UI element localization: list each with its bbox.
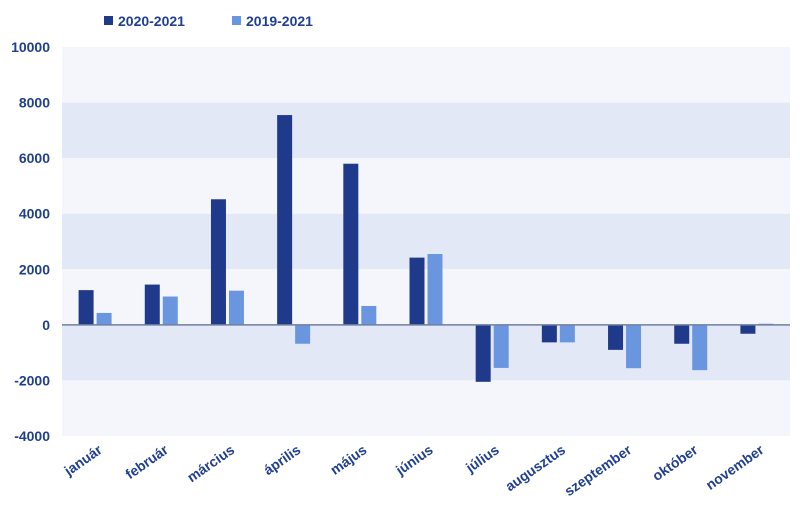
bar-2019-2021-június xyxy=(427,254,443,325)
bar-2019-2021-február xyxy=(162,296,178,325)
background-band xyxy=(62,324,790,381)
x-category-label: október xyxy=(649,441,701,484)
background-band xyxy=(62,47,790,103)
background-bands xyxy=(62,47,790,436)
bar-2020-2021-november xyxy=(740,324,756,334)
y-tick-label: 6000 xyxy=(19,150,50,166)
bar-2020-2021-október xyxy=(674,324,690,344)
legend-label-2020-2021: 2020-2021 xyxy=(118,13,185,29)
background-band xyxy=(62,213,790,270)
bar-2020-2021-január xyxy=(78,290,94,325)
background-band xyxy=(62,380,790,436)
bar-2020-2021-augusztus xyxy=(541,324,557,343)
x-axis-labels: január február március április május június jú… xyxy=(60,441,767,499)
bar-2019-2021-szeptember xyxy=(626,324,642,369)
bar-2020-2021-február xyxy=(144,284,160,325)
bar-2020-2021-szeptember xyxy=(608,324,624,350)
x-category-label: január xyxy=(60,441,105,479)
y-tick-label: -4000 xyxy=(14,428,50,444)
x-category-label: szeptember xyxy=(561,441,634,499)
background-band xyxy=(62,269,790,325)
y-axis-ticks: 10000 8000 6000 4000 2000 0 -2000 -4000 xyxy=(11,39,50,444)
x-category-label: július xyxy=(462,441,502,476)
bar-2019-2021-október xyxy=(692,324,708,371)
y-tick-label: 10000 xyxy=(11,39,50,55)
legend-label-2019-2021: 2019-2021 xyxy=(246,13,313,29)
y-tick-label: 2000 xyxy=(19,261,50,277)
bar-2019-2021-május xyxy=(361,305,377,325)
y-tick-label: -2000 xyxy=(14,372,50,388)
background-band xyxy=(62,158,790,214)
bar-2020-2021-június xyxy=(409,257,425,325)
y-tick-label: 0 xyxy=(42,317,50,333)
x-category-label: március xyxy=(184,441,237,485)
bar-2019-2021-január xyxy=(96,312,112,325)
bar-2020-2021-április xyxy=(277,115,293,325)
background-band xyxy=(62,102,790,159)
bar-2020-2021-március xyxy=(210,199,226,325)
legend-swatch-2019-2021 xyxy=(232,16,241,25)
bar-2020-2021-május xyxy=(343,163,359,325)
legend: 2020-2021 2019-2021 xyxy=(104,13,313,29)
x-category-label: május xyxy=(327,441,369,477)
y-tick-label: 8000 xyxy=(19,95,50,111)
bars-group xyxy=(78,115,774,382)
legend-swatch-2020-2021 xyxy=(104,16,113,25)
y-tick-label: 4000 xyxy=(19,206,50,222)
bar-2019-2021-március xyxy=(228,290,244,325)
bar-2019-2021-augusztus xyxy=(559,324,575,343)
x-category-label: február xyxy=(122,441,171,482)
bar-2020-2021-július xyxy=(475,324,491,382)
x-category-label: november xyxy=(703,441,767,493)
x-category-label: augusztus xyxy=(502,441,568,494)
bar-2019-2021-július xyxy=(493,324,509,368)
bar-2019-2021-április xyxy=(295,324,311,344)
x-category-label: június xyxy=(392,441,436,478)
x-category-label: április xyxy=(260,441,303,478)
